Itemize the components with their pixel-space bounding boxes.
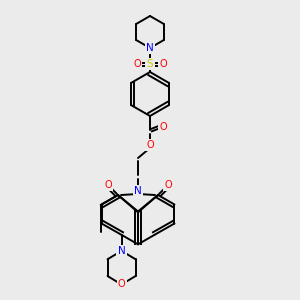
Text: O: O <box>104 180 112 190</box>
Text: O: O <box>159 59 167 69</box>
Text: O: O <box>159 122 167 132</box>
Text: O: O <box>133 59 141 69</box>
Text: N: N <box>118 246 125 256</box>
Text: O: O <box>164 180 172 190</box>
Text: S: S <box>147 59 153 69</box>
Text: O: O <box>146 140 154 150</box>
Text: N: N <box>146 43 154 53</box>
Text: N: N <box>134 186 142 196</box>
Text: O: O <box>118 280 125 290</box>
